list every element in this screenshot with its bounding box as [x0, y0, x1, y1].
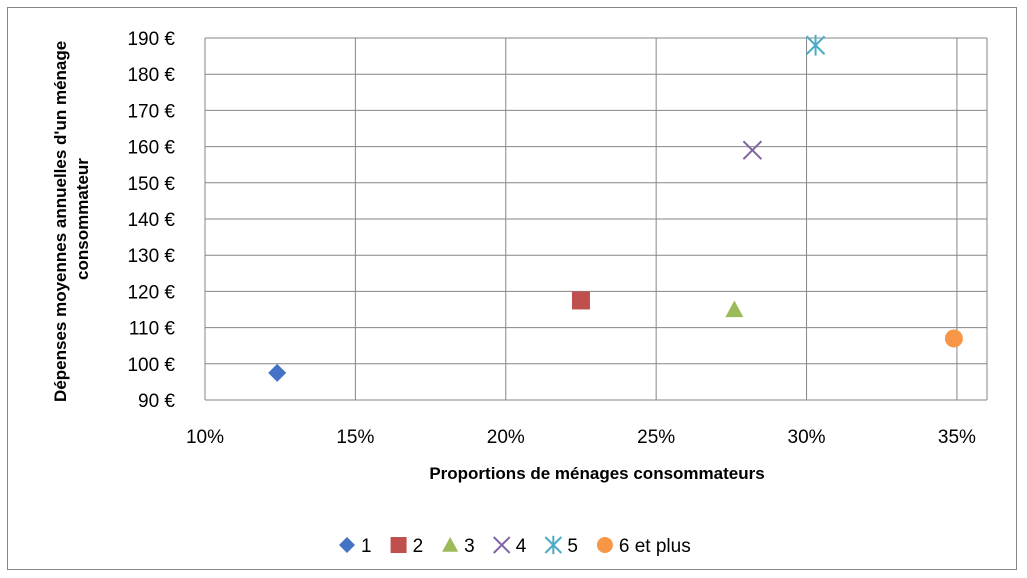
legend-label: 3 — [464, 536, 475, 557]
y-tick-label: 100 € — [127, 355, 175, 376]
y-tick-label: 170 € — [127, 101, 175, 122]
x-tick-label: 15% — [336, 427, 374, 448]
y-tick-label: 180 € — [127, 65, 175, 86]
y-axis-title: Dépenses moyennes annuelles d'un ménage … — [51, 36, 92, 402]
data-points — [268, 34, 963, 382]
y-tick-label: 190 € — [127, 29, 175, 50]
data-point-6-et-plus — [944, 329, 963, 348]
data-point-2 — [571, 291, 590, 310]
y-tick-label: 90 € — [138, 391, 175, 412]
x-tick-label: 35% — [938, 427, 976, 448]
legend-marker-4 — [493, 536, 511, 554]
y-tick-label: 110 € — [129, 319, 176, 340]
data-point-4 — [742, 140, 763, 160]
y-axis-title-line-2: consommateur — [73, 158, 92, 280]
legend-label: 1 — [361, 536, 372, 557]
grid-lines — [204, 37, 988, 401]
y-tick-label: 130 € — [127, 246, 175, 267]
legend-label: 2 — [413, 536, 424, 557]
data-point-1 — [268, 363, 287, 382]
y-tick-labels: 90 € 100 € 110 € 120 € 130 € 140 € 150 € 160 € 1… — [127, 29, 175, 412]
legend-marker-6-et-plus — [596, 537, 613, 553]
legend-label: 6 et plus — [619, 536, 691, 557]
legend-marker-2 — [390, 537, 407, 553]
y-axis-title-line-1: Dépenses moyennes annuelles d'un ménage — [51, 41, 70, 402]
x-tick-labels: 10% 15% 20% 25% 30% 35% — [186, 427, 976, 448]
legend-marker-1 — [339, 537, 355, 553]
x-tick-label: 25% — [637, 427, 675, 448]
y-tick-label: 150 € — [127, 174, 175, 195]
y-tick-label: 140 € — [127, 210, 175, 231]
chart-frame — [7, 7, 1017, 570]
legend-label: 4 — [516, 536, 527, 557]
x-axis-title: Proportions de ménages consommateurs — [429, 464, 764, 483]
x-tick-label: 20% — [487, 427, 525, 448]
legend-marker-3 — [442, 537, 459, 552]
y-tick-label: 120 € — [127, 282, 175, 303]
legend-marker-5 — [544, 535, 563, 555]
y-tick-label: 160 € — [127, 138, 175, 159]
data-point-3 — [725, 300, 744, 318]
x-tick-label: 10% — [186, 427, 224, 448]
x-tick-label: 30% — [788, 427, 826, 448]
legend: 1 2 3 4 5 6 et plus — [339, 535, 691, 557]
data-point-5 — [805, 34, 826, 56]
legend-label: 5 — [567, 536, 578, 557]
